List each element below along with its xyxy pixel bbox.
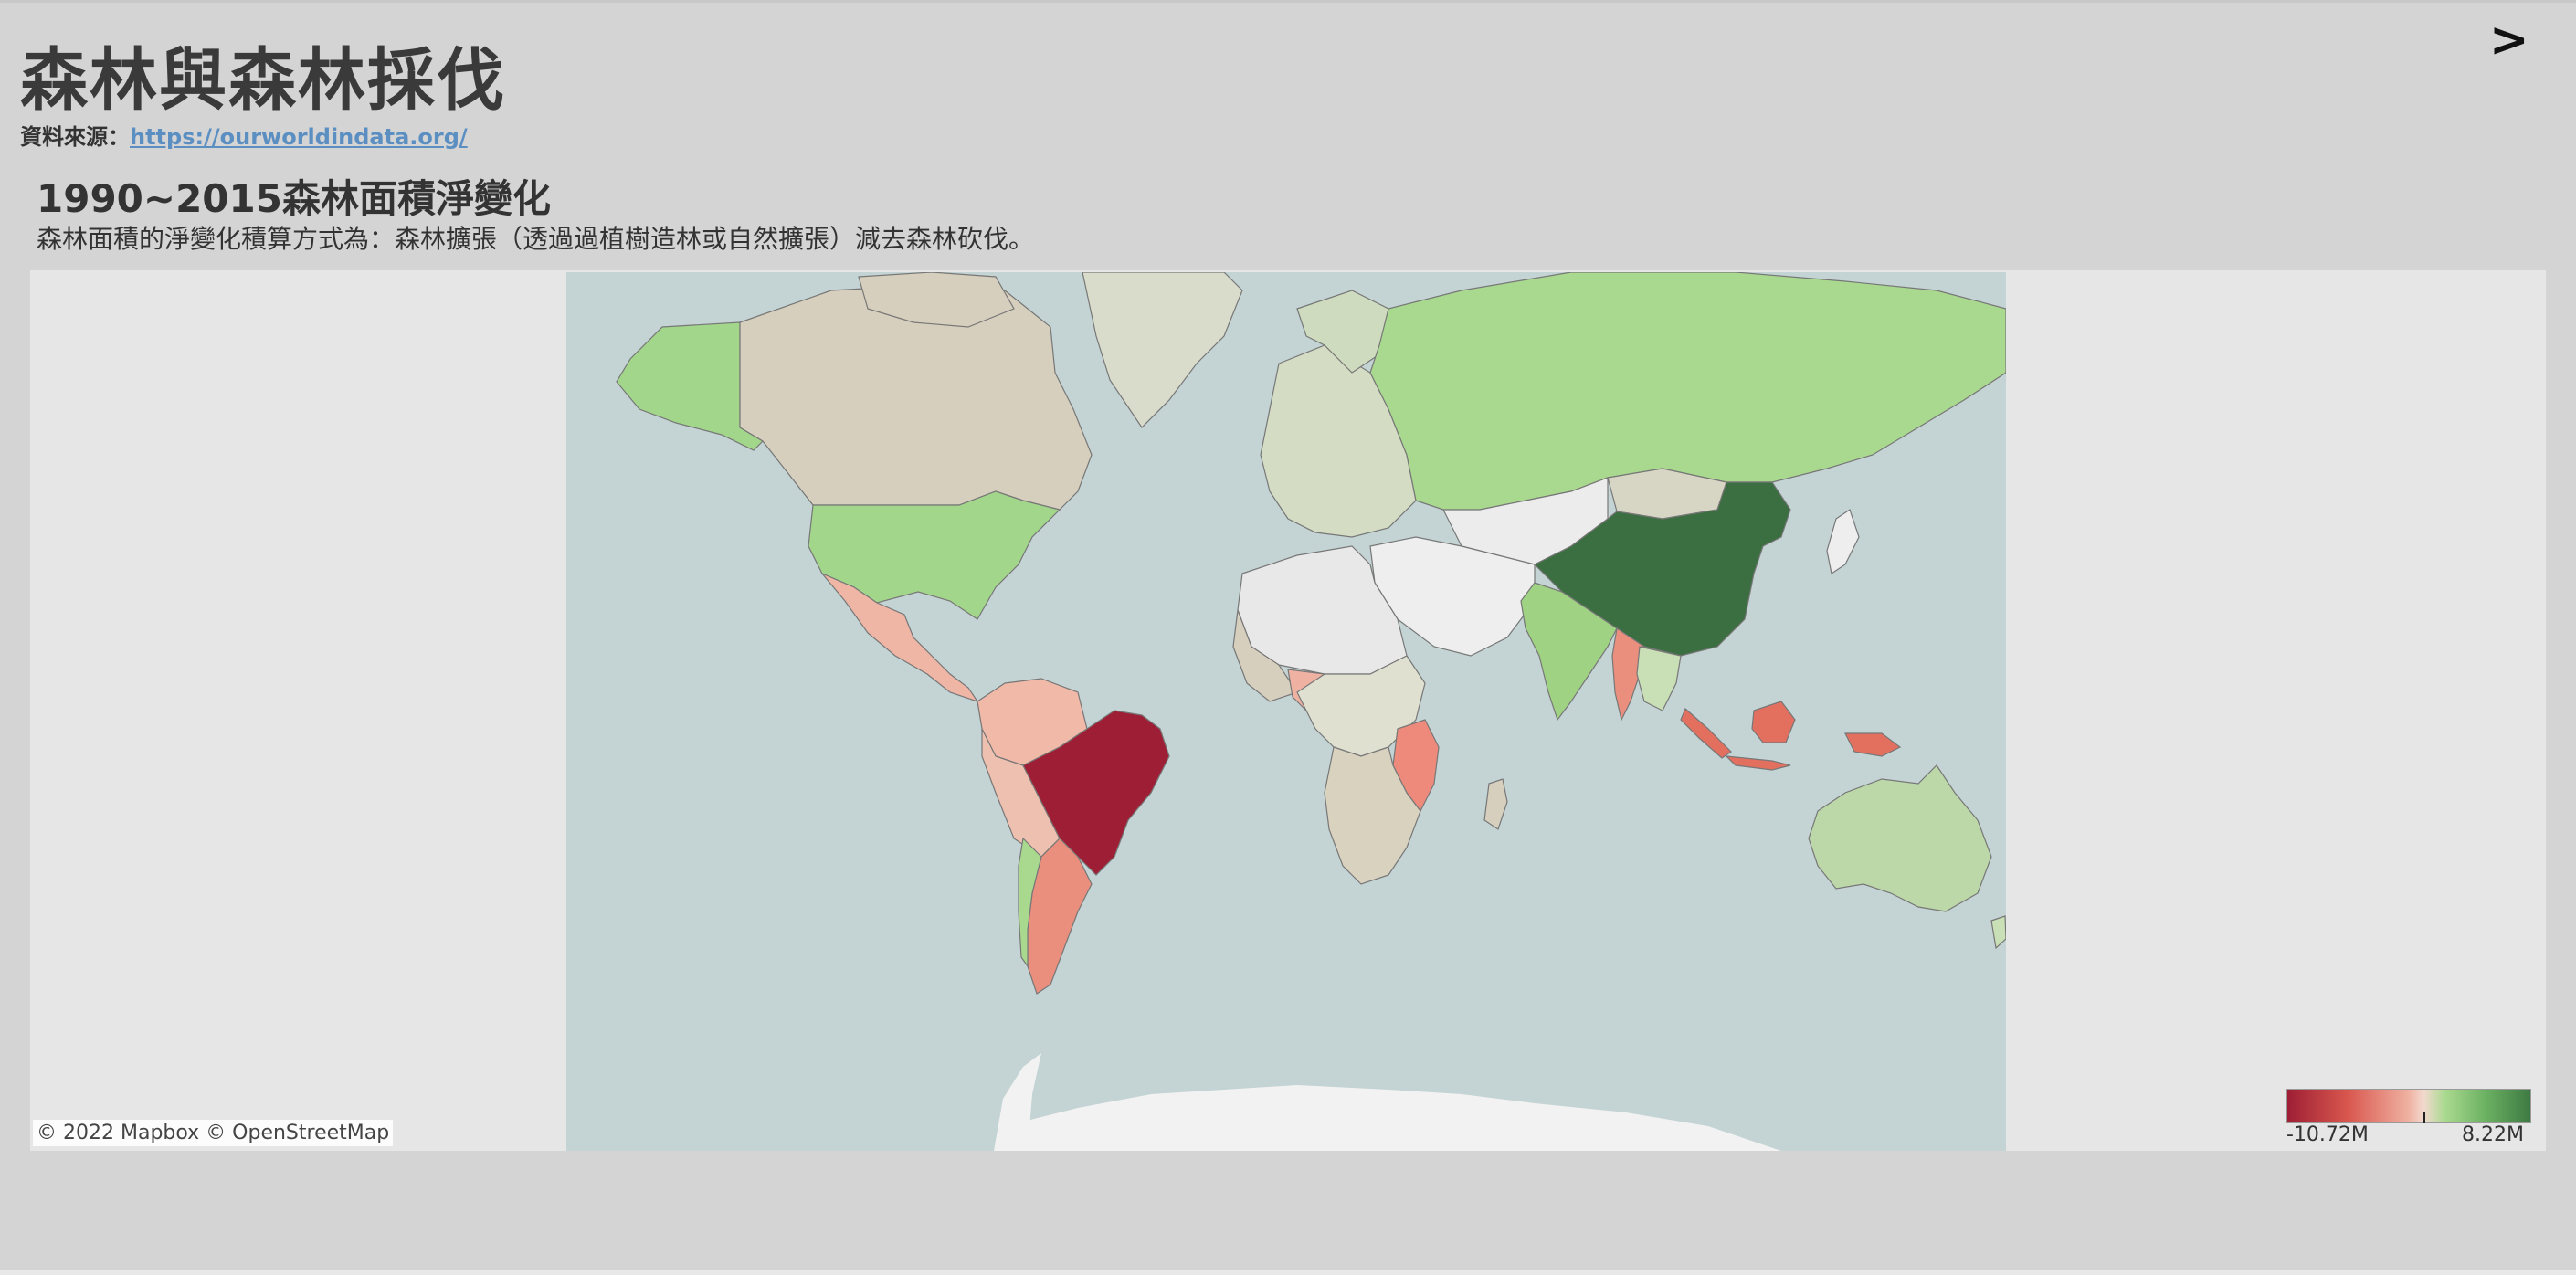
country-africa-central[interactable]	[1296, 655, 1426, 757]
country-new-zealand[interactable]	[1990, 915, 2006, 950]
source-label: 資料來源：	[20, 124, 130, 150]
country-indonesia-papua[interactable]	[1844, 732, 1902, 757]
map-svg	[616, 272, 2006, 1151]
country-indonesia-java[interactable]	[1725, 755, 1791, 771]
country-mexico[interactable]	[821, 573, 979, 703]
world-map[interactable]	[566, 272, 2006, 1151]
country-india[interactable]	[1520, 582, 1618, 722]
country-indonesia-borneo[interactable]	[1751, 701, 1796, 743]
sheet-title: 1990~2015森林面積淨變化	[37, 176, 551, 221]
country-madagascar[interactable]	[1483, 778, 1508, 830]
source-line: 資料來源：https://ourworldindata.org/	[20, 119, 468, 151]
map-attribution[interactable]: © 2022 Mapbox © OpenStreetMap	[33, 1120, 394, 1146]
next-page-button[interactable]: >	[2489, 13, 2529, 68]
country-indonesia-sumatra[interactable]	[1680, 707, 1732, 759]
sheet-subtitle: 森林面積的淨變化積算方式為：森林擴張（透過過植樹造林或自然擴張）減去森林砍伐。	[37, 224, 1035, 254]
country-japan[interactable]	[1826, 509, 1860, 574]
country-canada-islands[interactable]	[858, 272, 1015, 328]
legend-max-label: 8.22M	[2462, 1123, 2524, 1146]
country-africa-west[interactable]	[1232, 609, 1298, 702]
country-greenland[interactable]	[1082, 272, 1243, 428]
antarctica	[1005, 1085, 1781, 1151]
country-chile[interactable]	[1018, 837, 1042, 968]
country-china[interactable]	[1533, 481, 1791, 657]
source-link[interactable]: https://ourworldindata.org/	[130, 124, 468, 150]
color-legend	[2286, 1089, 2531, 1123]
legend-min-label: -10.72M	[2286, 1123, 2369, 1146]
country-southern-africa[interactable]	[1324, 746, 1421, 885]
antarctic-peninsula	[994, 1053, 1041, 1151]
country-se-asia[interactable]	[1636, 646, 1682, 711]
country-scandinavia[interactable]	[1296, 290, 1389, 374]
country-australia[interactable]	[1808, 764, 1992, 912]
page-title: 森林與森林採伐	[20, 41, 506, 120]
bottom-border	[0, 1270, 2576, 1275]
legend-zero-tick	[2423, 1112, 2425, 1123]
top-border	[0, 0, 2576, 3]
